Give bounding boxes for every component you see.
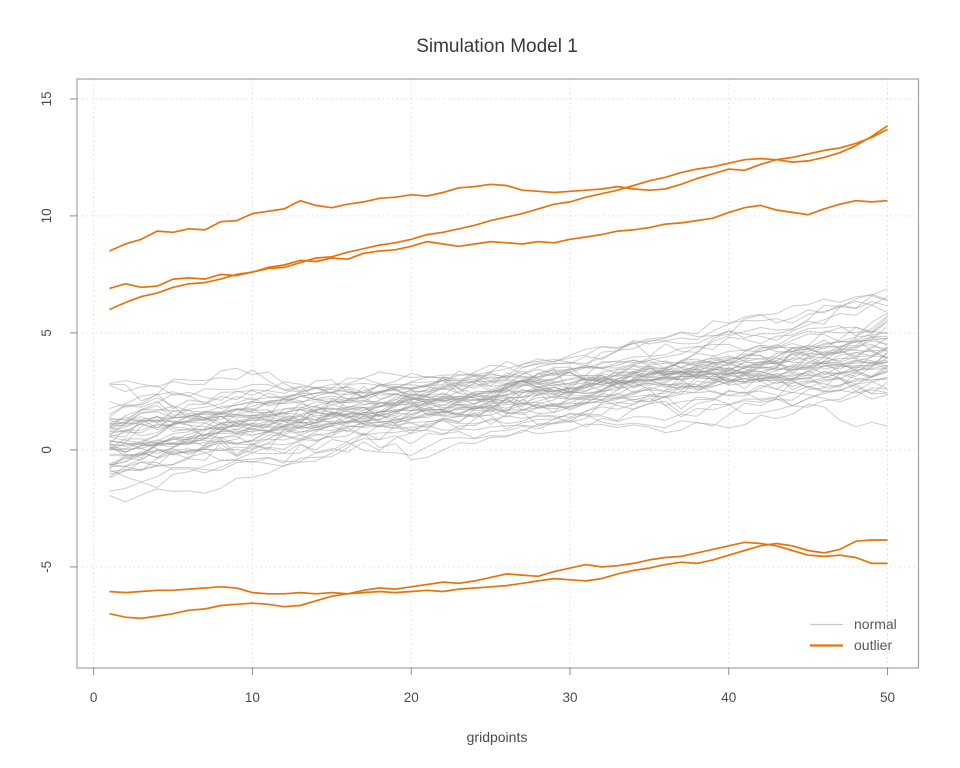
axis-tick-labels: 0 10 20 30 40 50 -5 0 5 10 15 <box>39 91 895 705</box>
legend-label-normal: normal <box>854 616 897 632</box>
outlier_top_3-curve <box>109 199 888 290</box>
outlier_bottom_1-curve <box>109 539 888 595</box>
normal-curve <box>109 378 888 454</box>
normal-curve <box>109 345 888 468</box>
outlier-curves <box>109 125 888 620</box>
y-tick-label: -5 <box>39 561 54 573</box>
x-tick-label: 10 <box>245 690 260 705</box>
normal-curve <box>109 364 888 398</box>
normal-curve <box>109 295 888 451</box>
normal-curve <box>109 355 888 408</box>
normal-curve <box>109 321 888 471</box>
normal-curve <box>109 367 888 445</box>
normal-curve <box>109 337 888 503</box>
axis-ticks <box>70 98 889 675</box>
normal-curve <box>109 349 888 425</box>
normal-curve <box>109 331 888 458</box>
plot-box <box>76 78 920 669</box>
normal-curves <box>109 288 888 503</box>
outlier_top_1-curve <box>109 128 888 252</box>
normal-curve <box>109 300 888 479</box>
normal-curve <box>109 403 888 449</box>
y-tick-label: 5 <box>39 329 54 337</box>
legend-label-outlier: outlier <box>854 637 892 653</box>
y-tick-label: 0 <box>39 446 54 454</box>
normal-curve <box>109 369 888 453</box>
normal-curve <box>109 360 888 478</box>
chart-title: Simulation Model 1 <box>416 36 578 57</box>
x-tick-label: 30 <box>562 690 577 705</box>
normal-curve <box>109 366 888 466</box>
x-tick-label: 50 <box>880 690 895 705</box>
outlier_top_2-curve <box>109 125 888 311</box>
x-tick-label: 20 <box>404 690 419 705</box>
normal-curve <box>109 301 888 466</box>
normal-curve <box>109 381 888 475</box>
x-axis-label: gridpoints <box>467 729 528 745</box>
legend: normal outlier <box>810 616 897 653</box>
x-tick-label: 0 <box>90 690 98 705</box>
normal-curve <box>109 389 888 483</box>
y-tick-label: 10 <box>39 208 54 223</box>
normal-curve <box>109 288 888 453</box>
outlier_bottom_2-curve <box>109 541 888 620</box>
y-tick-label: 15 <box>39 91 54 106</box>
normal-curve <box>109 371 888 444</box>
x-tick-label: 40 <box>721 690 736 705</box>
normal-curve <box>109 338 888 433</box>
